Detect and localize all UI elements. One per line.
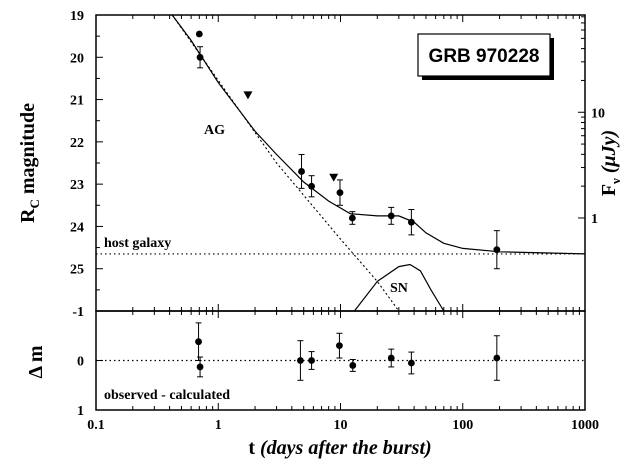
upper-limit-triangle — [243, 91, 253, 100]
bottom-panel-content — [96, 322, 585, 381]
y-tick-label: 24 — [70, 220, 84, 235]
residual-y-tick-label: 0 — [77, 355, 84, 370]
magnitude-point — [298, 168, 305, 175]
y-tick-label: 19 — [70, 9, 84, 24]
residual-y-tick-label: -1 — [72, 305, 84, 320]
y-axis-title: RC magnitude — [17, 103, 42, 223]
y-tick-label: 20 — [70, 51, 84, 66]
model-curve — [171, 15, 585, 255]
supernova-curve — [353, 263, 445, 311]
x-tick-label: 0.1 — [87, 418, 105, 433]
magnitude-point — [387, 212, 395, 220]
y-tick-label: 23 — [70, 178, 84, 193]
x-tick-label: 1 — [215, 418, 222, 433]
residual-point — [407, 359, 415, 367]
title-box — [417, 33, 551, 77]
residual-point — [349, 362, 357, 369]
upper-limit-triangle — [329, 173, 339, 182]
residual-point — [308, 357, 315, 364]
y-tick-label: 25 — [70, 263, 84, 278]
residual-point — [493, 354, 501, 362]
residual-point — [196, 363, 204, 371]
magnitude-point — [195, 30, 203, 38]
right-tick-label: 10 — [591, 106, 605, 121]
x-axis-title: t (days after the burst) — [248, 437, 431, 459]
y-tick-label: 22 — [70, 136, 84, 151]
residual-point — [387, 354, 395, 362]
right-tick-label: 1 — [591, 212, 598, 227]
residual-y-tick-label: 1 — [77, 404, 84, 419]
residual-point — [297, 357, 304, 364]
x-tick-label: 100 — [452, 418, 473, 433]
sn-label: SN — [390, 281, 408, 296]
top-panel-content — [96, 15, 585, 311]
magnitude-point — [308, 182, 315, 190]
magnitude-point — [493, 246, 501, 254]
magnitude-point — [407, 218, 415, 226]
right-axis-title: Fν (μJy) — [598, 130, 623, 196]
magnitude-point — [336, 189, 344, 197]
host-galaxy-label: host galaxy — [104, 236, 171, 251]
residual-point — [195, 338, 202, 346]
chart-title: GRB 970228 — [429, 46, 540, 67]
magnitude-point — [196, 53, 204, 61]
afterglow-curve — [171, 15, 400, 311]
magnitude-point — [348, 214, 356, 222]
x-tick-label: 10 — [334, 418, 348, 433]
residual-point — [336, 342, 343, 350]
residual-annotation: observed - calculated — [104, 388, 230, 403]
top-plot-area — [96, 15, 585, 311]
x-tick-label: 1000 — [571, 418, 599, 433]
ag-label: AG — [204, 123, 225, 138]
delta-m-title: Δ m — [25, 345, 47, 378]
y-tick-label: 21 — [70, 94, 84, 109]
